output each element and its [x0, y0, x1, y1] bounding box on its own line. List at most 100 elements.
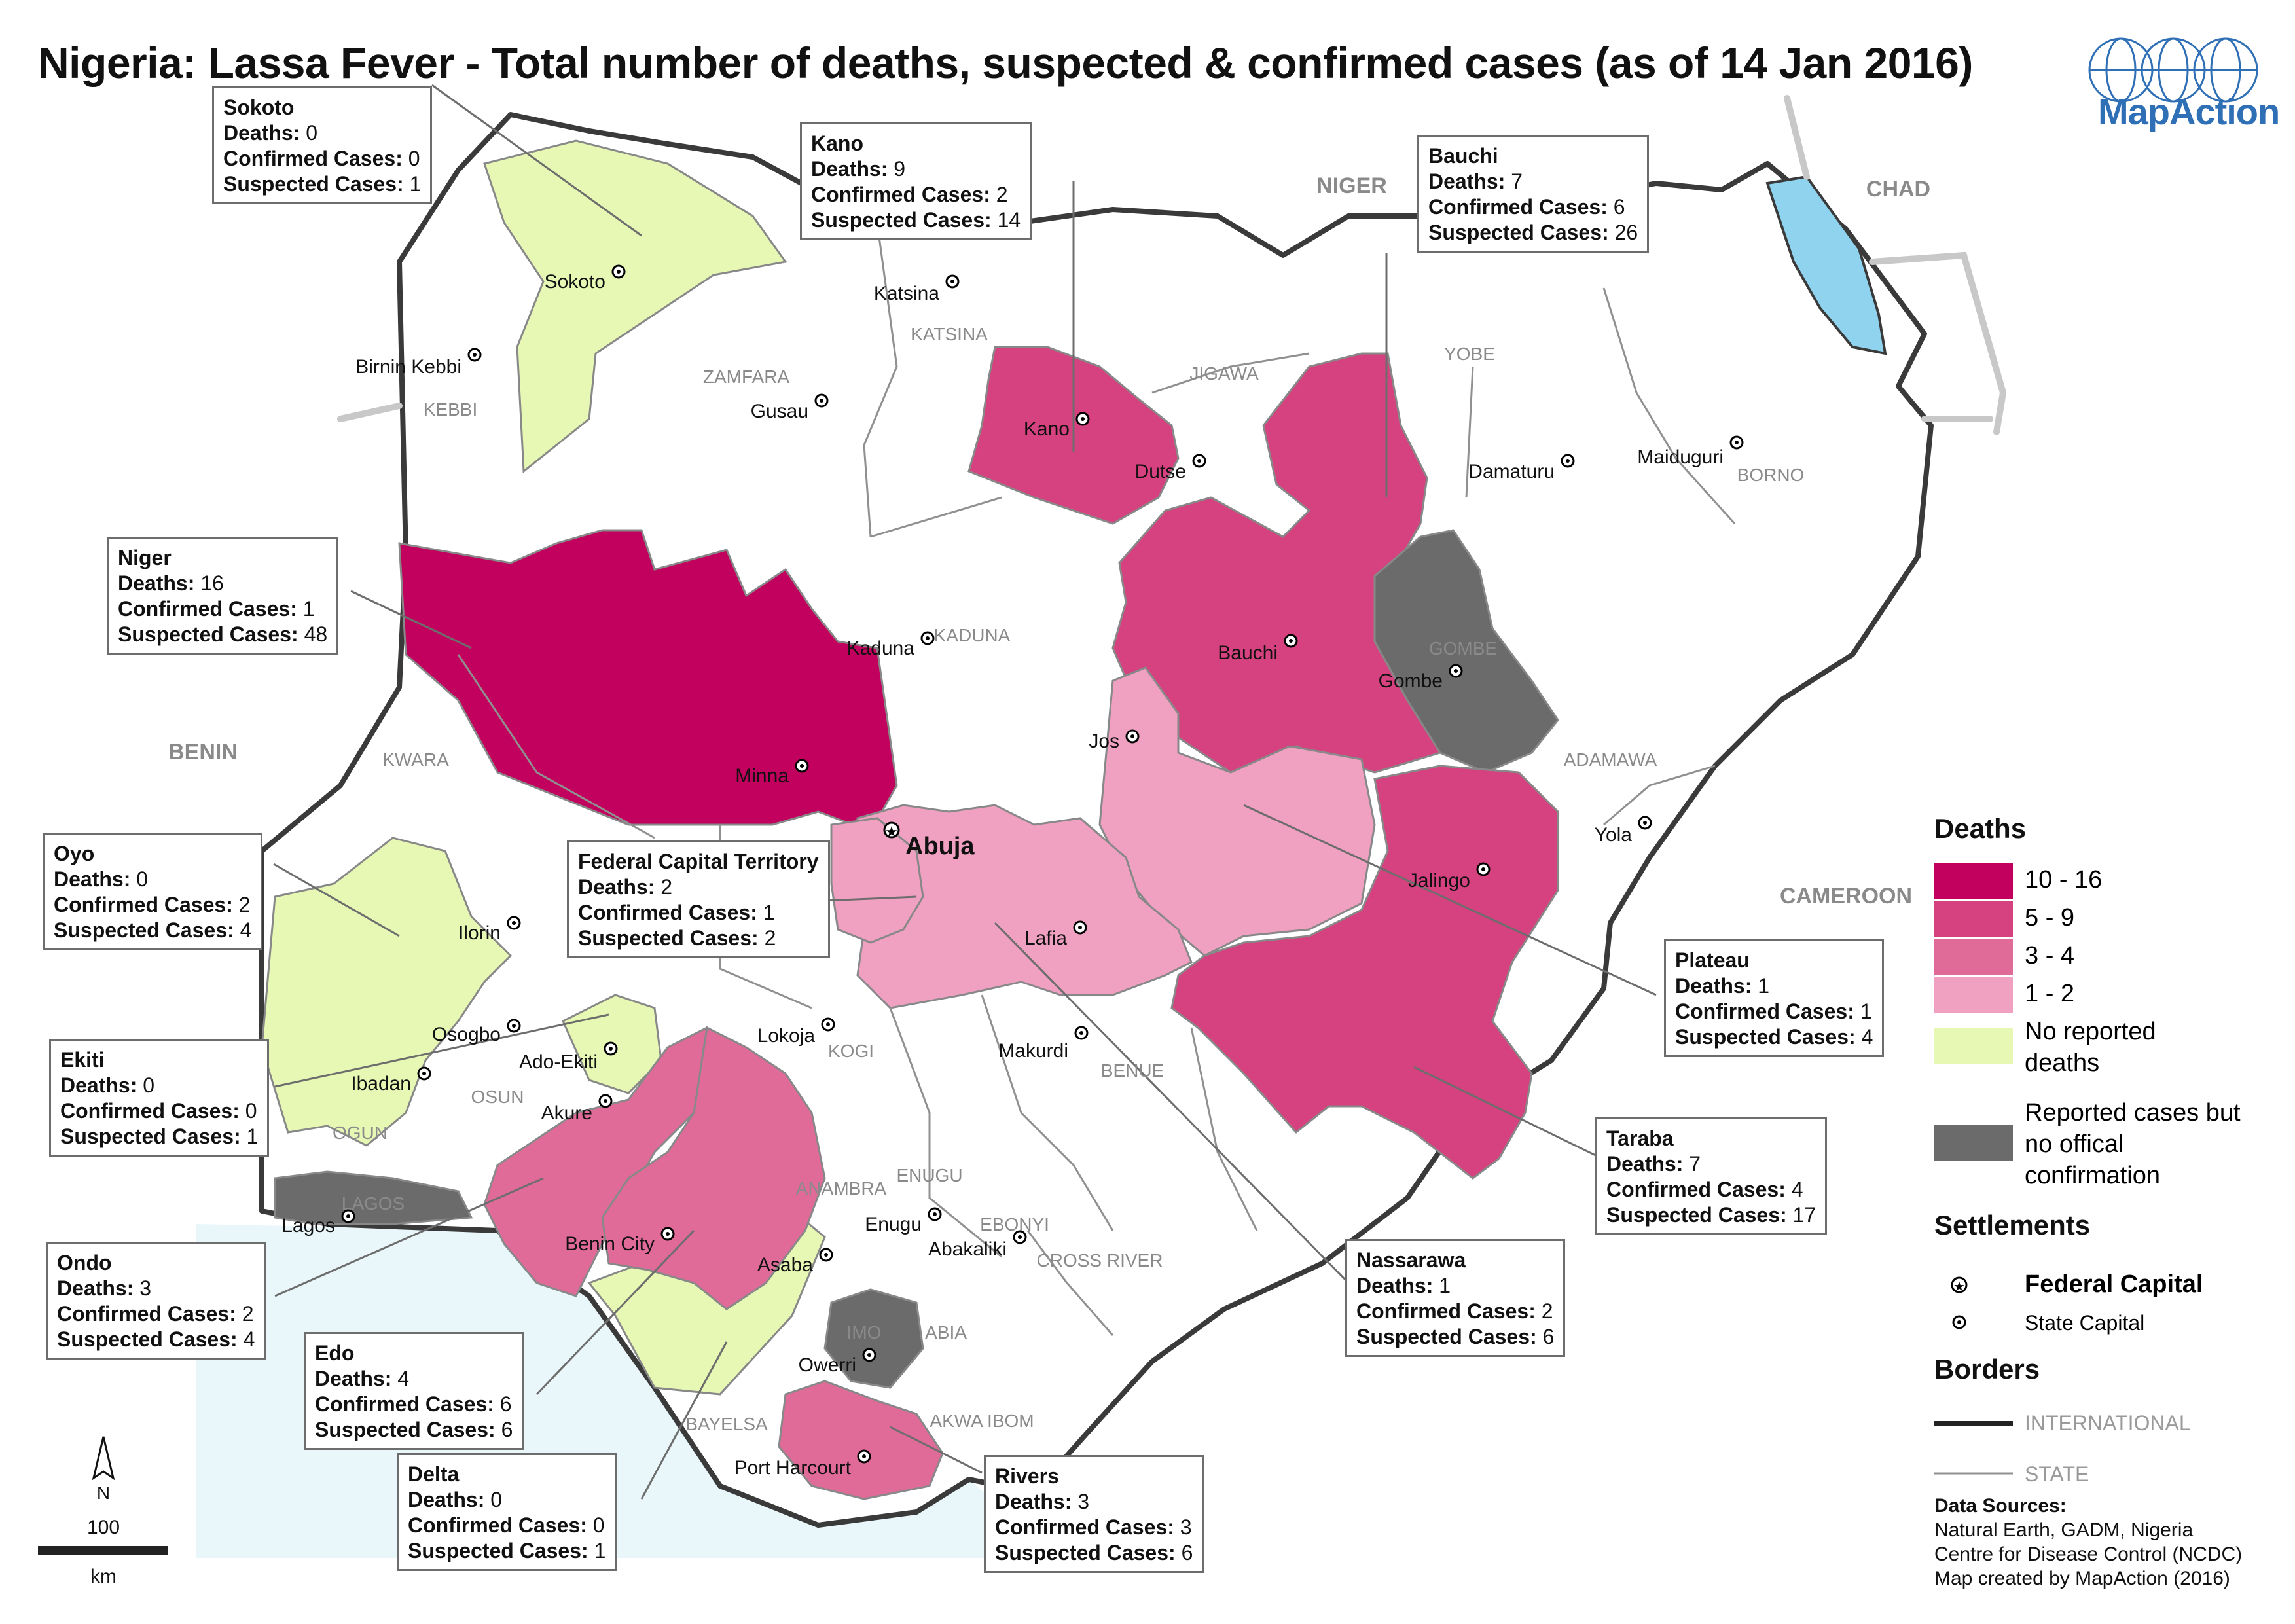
legend-label: 1 - 2: [2025, 980, 2075, 1007]
city-ilorin: Ilorin: [458, 916, 521, 944]
city-sokoto: Sokoto: [545, 264, 626, 293]
callout-kano: Kano Deaths: 9 Confirmed Cases: 2 Suspec…: [800, 122, 1032, 240]
state-label: GOMBE: [1429, 638, 1497, 659]
legend-label: No reported deaths: [2025, 1018, 2156, 1077]
callout-fct: Federal Capital Territory Deaths: 2 Conf…: [567, 840, 830, 958]
lake-chad: [1765, 175, 1887, 355]
state-rivers: [778, 1380, 944, 1500]
city-label: Kaduna: [847, 638, 915, 659]
city-gusau: Gusau: [751, 393, 829, 422]
callout-name: Ondo: [57, 1251, 112, 1274]
confirmed-value: 2: [242, 1302, 254, 1326]
city-osogbo: Osogbo: [432, 1019, 521, 1045]
deaths-label: Deaths:: [57, 1276, 134, 1300]
city-abakaliki: Abakaliki: [928, 1230, 1027, 1260]
legend-international-label: INTERNATIONAL: [2025, 1411, 2191, 1435]
country-label-benin: BENIN: [168, 740, 238, 765]
confirmed-value: 6: [1613, 195, 1625, 219]
city-owerri: Owerri: [799, 1348, 876, 1376]
city-label: Jalingo: [1408, 870, 1470, 892]
confirmed-value: 1: [1860, 1000, 1872, 1023]
confirmed-label: Confirmed Cases:: [1428, 195, 1608, 219]
confirmed-label: Confirmed Cases:: [315, 1392, 494, 1416]
suspected-value: 1: [246, 1125, 259, 1148]
data-sources: Data Sources: Natural Earth, GADM, Niger…: [1934, 1494, 2242, 1591]
suspected-value: 6: [501, 1418, 513, 1441]
city-label: Maiduguri: [1637, 446, 1724, 468]
callout-name: Ekiti: [60, 1048, 105, 1072]
callout-ondo: Ondo Deaths: 3 Confirmed Cases: 2 Suspec…: [46, 1242, 266, 1360]
city-benin-city: Benin City: [565, 1227, 675, 1255]
callout-name: Rivers: [995, 1464, 1059, 1488]
deaths-value: 0: [490, 1488, 503, 1511]
legend-swatch-unconfirmed: [1934, 1125, 2013, 1161]
suspected-value: 4: [243, 1327, 255, 1351]
city-asaba: Asaba: [757, 1248, 833, 1276]
country-label-cameroon: CAMEROON: [1780, 884, 1912, 909]
state-label: EBONYI: [980, 1214, 1049, 1235]
callout-name: Kano: [811, 132, 863, 155]
confirmed-label: Confirmed Cases:: [995, 1515, 1174, 1539]
suspected-value: 4: [240, 918, 252, 942]
suspected-label: Suspected Cases:: [1356, 1325, 1537, 1348]
legend-federal-capital-symbol: ★: [1951, 1276, 1968, 1294]
confirmed-label: Confirmed Cases:: [408, 1513, 587, 1537]
state-gombe: [1373, 529, 1559, 774]
callout-delta: Delta Deaths: 0 Confirmed Cases: 0 Suspe…: [397, 1453, 617, 1571]
callout-name: Sokoto: [223, 96, 295, 119]
state-sokoto: [483, 139, 787, 473]
city-label: Bauchi: [1218, 642, 1278, 664]
deaths-label: Deaths:: [1428, 170, 1506, 193]
state-lagos: [274, 1170, 473, 1225]
svg-text:★: ★: [885, 823, 898, 840]
deaths-value: 7: [1689, 1152, 1701, 1176]
suspected-value: 1: [409, 172, 422, 196]
callout-sokoto: Sokoto Deaths: 0 Confirmed Cases: 0 Susp…: [212, 86, 433, 204]
city-lokoja: Lokoja: [757, 1017, 835, 1047]
suspected-value: 2: [764, 926, 776, 950]
state-oyo: [261, 837, 513, 1147]
deaths-value: 4: [397, 1367, 410, 1390]
legend-borders-title: Borders: [1934, 1354, 2040, 1384]
city-label: Ibadan: [351, 1073, 411, 1094]
city-jos: Jos: [1089, 729, 1140, 752]
callout-name: Edo: [315, 1341, 355, 1365]
legend-swatch-5-9: [1934, 901, 2013, 937]
city-lafia: Lafia: [1024, 920, 1087, 949]
confirmed-value: 1: [763, 901, 775, 924]
state-label: CROSS RIVER: [1037, 1250, 1163, 1271]
city-label: Owerri: [799, 1354, 856, 1376]
legend-swatch-1-2: [1934, 977, 2013, 1013]
deaths-value: 0: [136, 867, 149, 891]
suspected-value: 26: [1614, 221, 1638, 244]
legend-settlements-title: Settlements: [1934, 1210, 2091, 1240]
confirmed-value: 0: [408, 147, 420, 170]
confirmed-label: Confirmed Cases:: [118, 597, 297, 621]
data-sources-line: Centre for Disease Control (NCDC): [1934, 1543, 2243, 1565]
deaths-label: Deaths:: [811, 157, 888, 181]
city-yola: Yola: [1595, 816, 1652, 846]
confirmed-value: 2: [238, 893, 251, 916]
city-label: Abakaliki: [928, 1238, 1007, 1260]
legend-swatch-no-deaths: [1934, 1028, 2013, 1064]
legend-state-label: STATE: [2025, 1462, 2089, 1486]
north-label: N: [97, 1483, 110, 1503]
suspected-label: Suspected Cases:: [1428, 221, 1609, 244]
confirmed-value: 1: [302, 597, 315, 621]
city-label: Osogbo: [432, 1024, 501, 1045]
state-label: BORNO: [1737, 465, 1805, 485]
deaths-label: Deaths:: [118, 571, 195, 595]
state-label: KATSINA: [911, 324, 988, 344]
state-label: AKWA IBOM: [930, 1411, 1034, 1431]
city-enugu: Enugu: [865, 1207, 942, 1235]
data-sources-title: Data Sources:: [1934, 1495, 2067, 1517]
city-damaturu: Damaturu: [1468, 454, 1575, 482]
city-ado-ekiti: Ado-Ekiti: [519, 1041, 618, 1073]
callout-bauchi: Bauchi Deaths: 7 Confirmed Cases: 6 Susp…: [1417, 135, 1650, 253]
svg-text:★: ★: [1953, 1280, 1965, 1294]
deaths-label: Deaths:: [60, 1074, 137, 1097]
state-niger: [398, 529, 898, 833]
deaths-value: 7: [1511, 170, 1523, 193]
legend-state-capital-symbol: [1952, 1315, 1966, 1329]
